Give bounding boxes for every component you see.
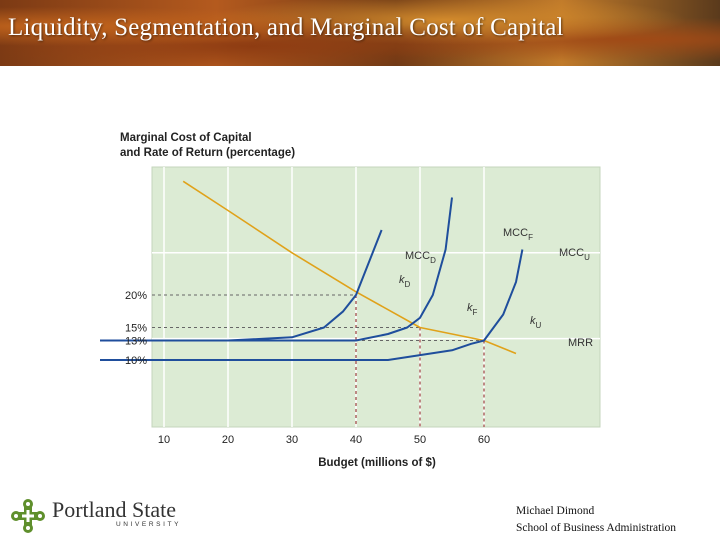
x-tick-label: 10 (158, 434, 170, 446)
logo-subtitle: UNIVERSITY (116, 521, 182, 528)
footer-author: Michael Dimond (516, 505, 595, 517)
x-tick-label: 30 (286, 434, 298, 446)
y-tick-label: 10% (125, 355, 147, 367)
point-label-kD: kD (399, 274, 411, 289)
plot-area (151, 166, 601, 428)
x-tick-label: 60 (478, 434, 490, 446)
x-axis-label: Budget (millions of $) (318, 457, 436, 469)
series-line-MCCU (100, 249, 524, 361)
y-tick-label: 15% (125, 323, 147, 335)
x-tick-label: 40 (350, 434, 362, 446)
logo-wordmark: Portland State (52, 497, 177, 522)
footer: Michael Dimond School of Business Admini… (516, 503, 676, 537)
y-tick-labels: 20% 15%13% 10% (125, 290, 147, 367)
point-label-kF: kF (467, 302, 478, 317)
point-label-kU: kU (530, 315, 542, 330)
title-banner: Liquidity, Segmentation, and Marginal Co… (0, 0, 720, 66)
curve-labels: MCCD MCCF MCCU MRR kD kF kU (399, 227, 593, 349)
x-tick-label: 20 (222, 434, 234, 446)
slide-title: Liquidity, Segmentation, and Marginal Co… (8, 14, 564, 41)
y-axis-label-line2: and Rate of Return (percentage) (120, 147, 295, 159)
series-lines (100, 180, 524, 361)
footer-school: School of Business Administration (516, 522, 677, 534)
series-line-MCCF (100, 197, 453, 342)
y-tick-label: 13% (125, 336, 147, 348)
series-label-MRR: MRR (568, 337, 593, 349)
y-axis-label-line1: Marginal Cost of Capital (120, 132, 252, 144)
series-label-MCCU: MCCU (559, 247, 590, 262)
x-tick-label: 50 (414, 434, 426, 446)
grid-lines (152, 167, 600, 427)
portland-state-logo-icon (11, 499, 45, 533)
series-label-MCCF: MCCF (503, 227, 533, 242)
x-tick-labels: 10 20 30 40 50 60 (158, 434, 490, 446)
series-label-MCCD: MCCD (405, 250, 436, 265)
y-tick-label: 20% (125, 290, 147, 302)
